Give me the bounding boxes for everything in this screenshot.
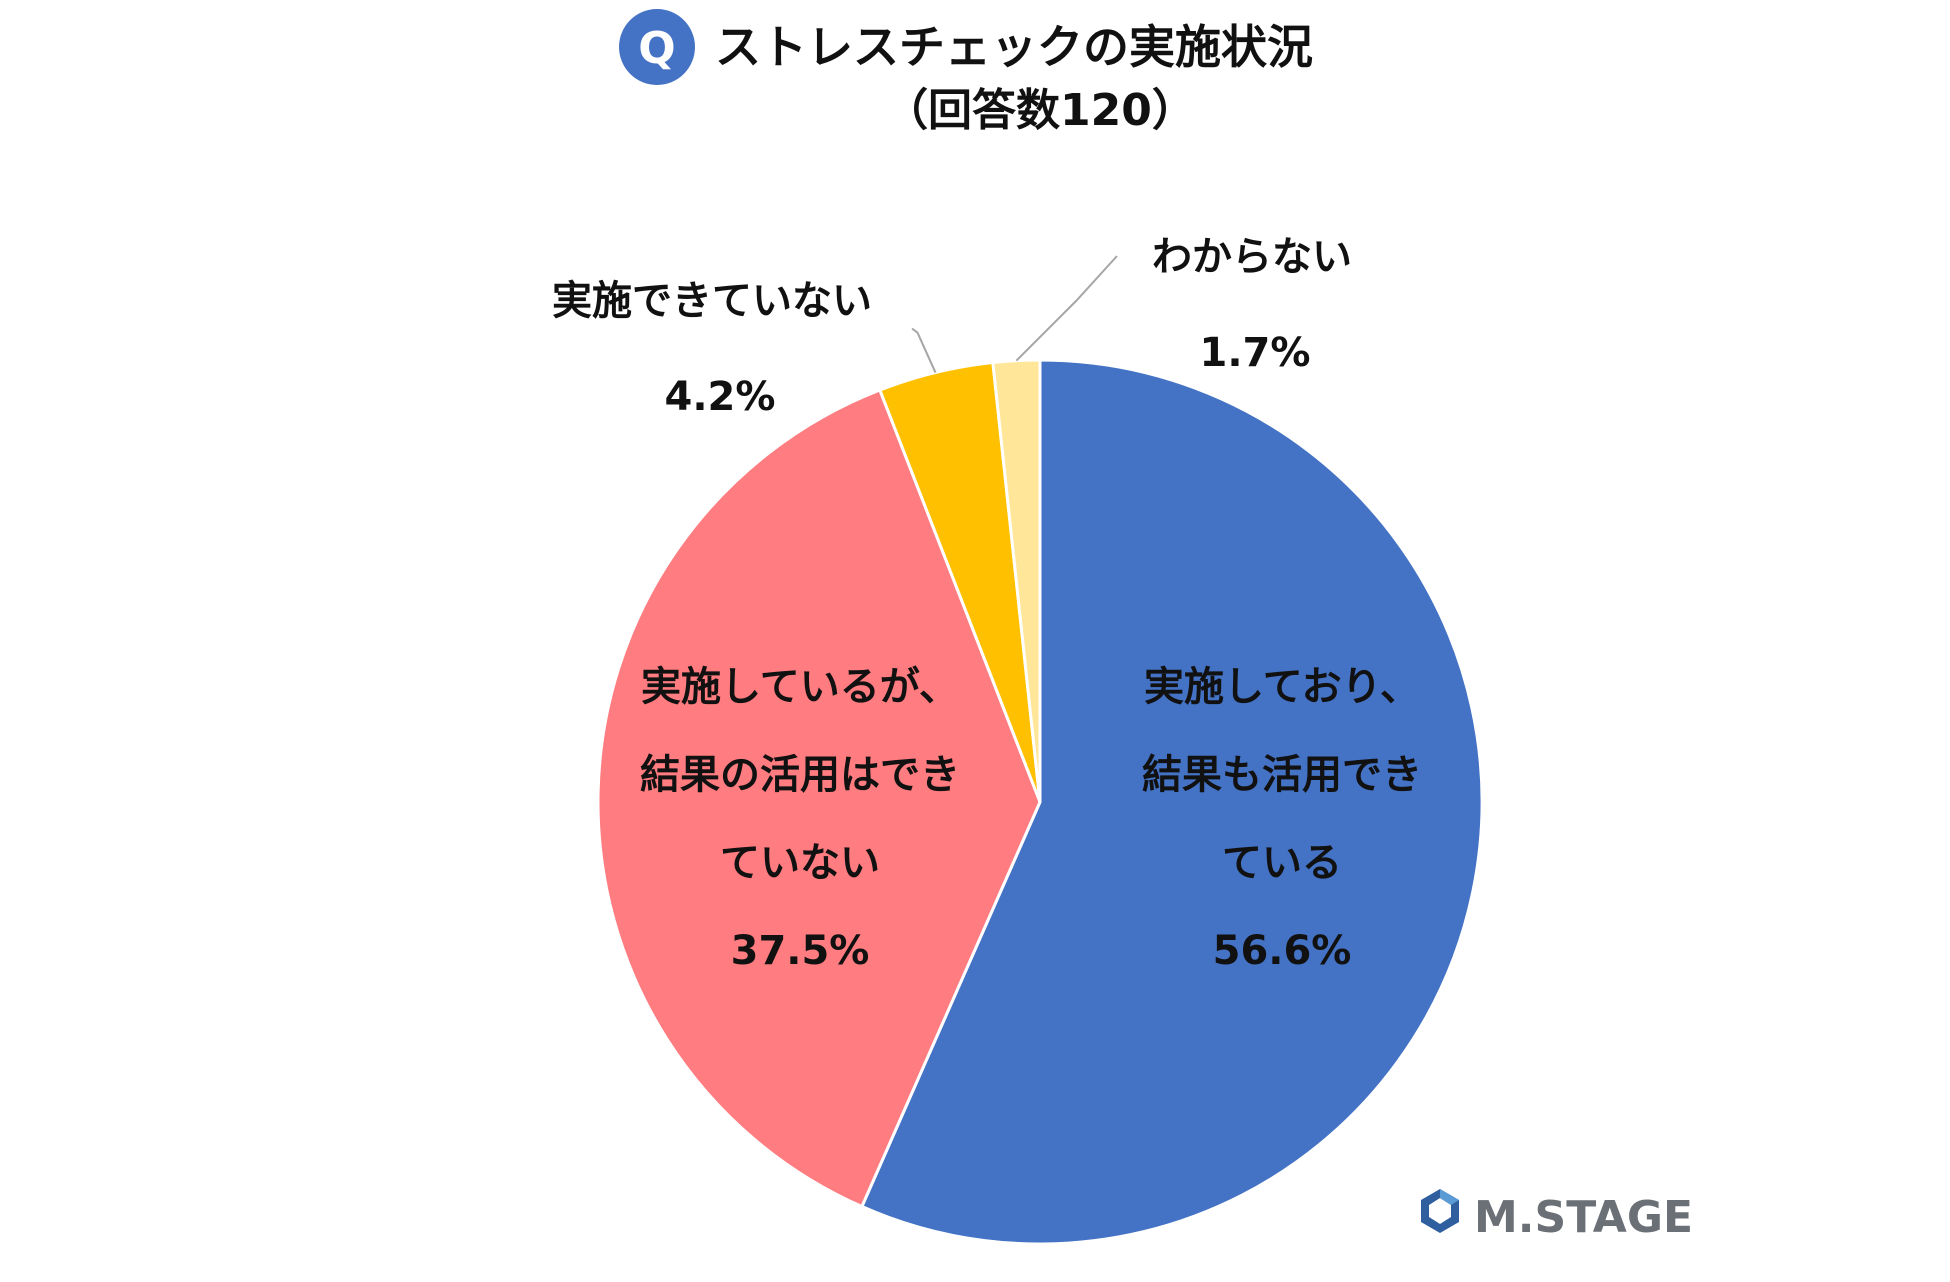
pie-slice-1 [859, 358, 1484, 1246]
leader-line-3 [911, 327, 937, 373]
slice-label-line: 結果の活用はでき [640, 752, 960, 798]
q-badge-letter: Q [638, 23, 675, 74]
title-line-1: ストレスチェックの実施状況 [715, 20, 1313, 74]
title-line-2: （回答数120） [884, 85, 1196, 136]
slice-label-line: ている [1222, 840, 1342, 886]
q-badge [619, 9, 695, 85]
slice-label-line: 実施しているが、 [641, 664, 959, 710]
m-stage-logo: M.STAGE [1421, 1189, 1693, 1243]
brand-name: M.STAGE [1474, 1192, 1693, 1243]
slice-value-label: 37.5% [731, 928, 870, 974]
pie-slices [596, 358, 1484, 1246]
slice-label-line: 実施しており、 [1144, 664, 1420, 710]
slice-label-4: わからない 1.7% [1152, 234, 1352, 376]
leader-lines [911, 255, 1118, 373]
slice-label-line: わからない [1152, 234, 1352, 280]
hexagon-logo-icon [1421, 1189, 1459, 1233]
slice-label-line: ていない [720, 840, 880, 886]
pie-slice-2 [596, 388, 1042, 1209]
slice-label-line: 実施できていない [552, 278, 872, 324]
slice-label-3: 実施できていない 4.2% [552, 278, 872, 420]
slice-label-line: 結果も活用でき [1142, 752, 1422, 798]
leader-line-4 [1015, 255, 1118, 362]
chart-title: Q ストレスチェックの実施状況 （回答数120） [619, 9, 1313, 136]
slice-value-label: 1.7% [1200, 330, 1311, 376]
slice-value-label: 56.6% [1213, 928, 1352, 974]
slice-value-label: 4.2% [665, 374, 776, 420]
